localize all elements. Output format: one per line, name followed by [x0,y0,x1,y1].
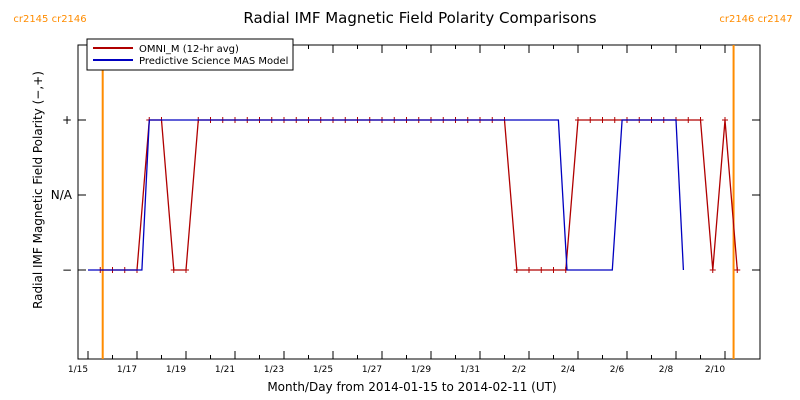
x-tick-label: 2/4 [561,365,576,375]
omni-data-point [734,267,741,273]
omni-data-point [550,267,557,273]
carrington-label: cr2146 cr2147 [719,14,792,25]
omni-data-point [709,267,716,273]
x-tick-label: 2/8 [659,365,674,375]
y-axis-label: Radial IMF Magnetic Field Polarity (−,+) [31,71,45,309]
omni-data-point [538,267,545,273]
x-tick-label: 1/27 [362,365,382,375]
x-tick-label: 1/25 [313,365,333,375]
series-line-mas [88,119,685,271]
legend-entry-label: Predictive Science MAS Model [139,56,288,67]
y-tick-label: + [62,113,72,127]
omni-data-point [575,117,581,123]
legend-entry-label: OMNI_M (12-hr avg) [139,44,239,55]
omni-data-point [183,267,189,273]
x-tick-label: 1/23 [264,365,284,375]
x-tick-label: 1/31 [460,365,480,375]
x-tick-label: 1/21 [215,365,235,375]
legend-box [86,38,294,71]
y-tick-label: − [62,263,72,277]
legend: OMNI_M (12-hr avg)Predictive Science MAS… [86,38,294,71]
x-tick-label: 2/2 [512,365,526,375]
omni-data-point [722,117,728,123]
omni-data-point [685,117,692,123]
x-tick-label: 1/15 [68,365,88,375]
x-axis-label: Month/Day from 2014-01-15 to 2014-02-11 … [267,380,556,394]
omni-data-point [697,117,704,123]
x-tick-label: 2/10 [705,365,725,375]
omni-data-point [526,267,532,273]
y-tick-label: N/A [51,188,73,202]
omni-data-point [611,117,618,123]
chart-title: Radial IMF Magnetic Field Polarity Compa… [243,9,596,27]
series-line-omni [100,119,738,271]
x-tick-label: 1/19 [166,365,186,375]
omni-data-point [513,267,520,273]
y-axis-ticks: − N/A + [51,113,760,277]
x-tick-label: 1/29 [411,365,431,375]
x-tick-label: 2/6 [610,365,625,375]
carrington-rotation-markers: cr2145 cr2146 cr2146 cr2147 [13,14,793,359]
omni-data-point [170,267,177,273]
omni-data-point [599,117,606,123]
plot-frame [77,44,761,360]
series-lines [88,117,741,273]
carrington-label: cr2145 cr2146 [13,14,86,25]
omni-data-point [587,117,594,123]
x-axis-ticks: 1/15 1/17 1/19 1/21 1/23 1/25 1/27 1/29 1/31 2/2 2… [68,45,726,375]
x-tick-label: 1/17 [117,365,137,375]
